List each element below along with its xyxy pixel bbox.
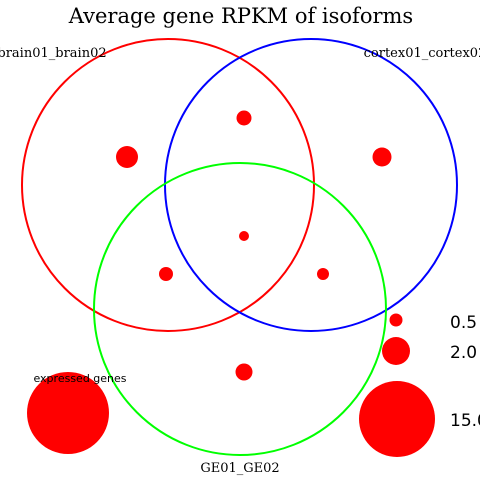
region-dot-brain-cortex	[236, 110, 252, 126]
size-legend-label-small: 0.5	[450, 313, 477, 333]
size-legend-dot-small	[389, 313, 403, 327]
set-circle-ge	[93, 162, 387, 456]
region-dot-ge-only	[235, 363, 253, 381]
region-dot-all-three	[239, 231, 249, 241]
region-dot-cortex-only	[372, 147, 392, 167]
set-label-ge: GE01_GE02	[200, 461, 279, 476]
expressed-genes-label: expressed genes	[33, 372, 126, 385]
expressed-genes-dot	[27, 372, 109, 454]
set-circle-cortex	[164, 38, 458, 332]
chart-title: Average gene RPKM of isoforms	[68, 4, 413, 28]
region-dot-brain-only	[116, 146, 138, 168]
region-dot-cortex-ge	[317, 268, 329, 280]
set-circle-brain	[21, 38, 315, 332]
size-legend-label-large: 15.0	[450, 411, 480, 431]
region-dot-brain-ge	[159, 267, 173, 281]
size-legend-label-medium: 2.0	[450, 343, 477, 363]
size-legend-dot-large	[359, 381, 435, 457]
size-legend-dot-medium	[382, 337, 410, 365]
set-label-cortex: cortex01_cortex02	[364, 46, 480, 61]
set-label-brain: brain01_brain02	[0, 46, 107, 61]
